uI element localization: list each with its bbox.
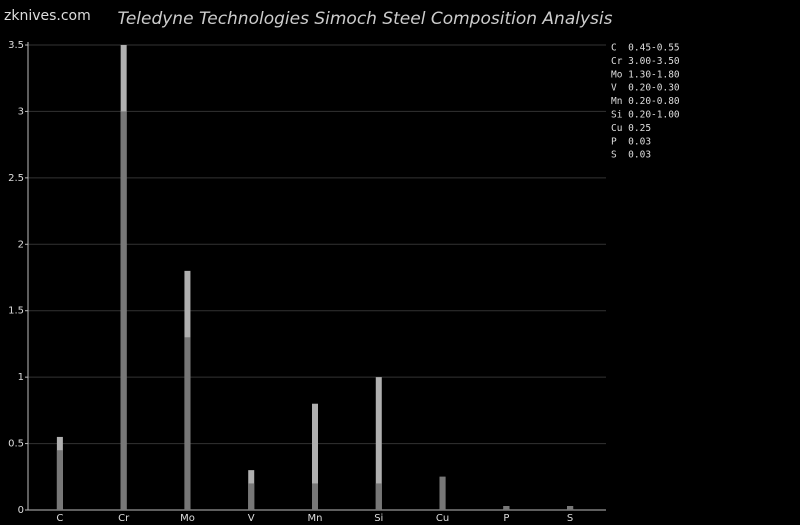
watermark: zknives.com [4, 8, 91, 24]
legend-text: Si 0.20-1.00 [611, 110, 680, 121]
bar [503, 506, 510, 510]
legend-text: Cu 0.25 [611, 123, 651, 134]
x-tick-label: P [503, 513, 509, 524]
y-tick-label: 3 [18, 106, 24, 117]
x-tick-label: Mn [308, 513, 323, 524]
x-tick-label: Si [374, 513, 383, 524]
legend-text: Mn 0.20-0.80 [611, 96, 680, 107]
y-tick-label: 2 [18, 239, 24, 250]
legend-text: Mo 1.30-1.80 [611, 69, 680, 80]
y-tick-label: 0 [18, 505, 24, 516]
legend-text: S 0.03 [611, 150, 651, 161]
x-tick-label: Cu [436, 513, 449, 524]
x-tick-label: V [248, 513, 255, 524]
bar [312, 483, 318, 510]
legend-text: P 0.03 [611, 136, 651, 147]
legend-text: V 0.20-0.30 [611, 83, 680, 94]
x-tick-label: C [56, 513, 63, 524]
bar [184, 337, 191, 510]
legend-text: C 0.45-0.55 [611, 43, 680, 54]
y-tick-label: 1.5 [8, 306, 24, 317]
y-tick-label: 2.5 [8, 173, 24, 184]
bar [567, 506, 574, 510]
bar [375, 377, 382, 510]
bar [248, 483, 255, 510]
bar [120, 111, 127, 510]
bar [56, 450, 63, 510]
x-tick-label: Mo [180, 513, 195, 524]
legend-text: Cr 3.00-3.50 [611, 56, 680, 67]
y-tick-label: 1 [18, 372, 24, 383]
bar [312, 403, 318, 510]
bar [439, 476, 446, 510]
x-tick-label: Cr [118, 513, 130, 524]
x-tick-label: S [567, 513, 573, 524]
y-tick-label: 0.5 [8, 439, 24, 450]
bar [375, 483, 382, 510]
chart-title: Teledyne Technologies Simoch Steel Compo… [118, 9, 613, 29]
y-tick-label: 3.5 [8, 40, 24, 51]
